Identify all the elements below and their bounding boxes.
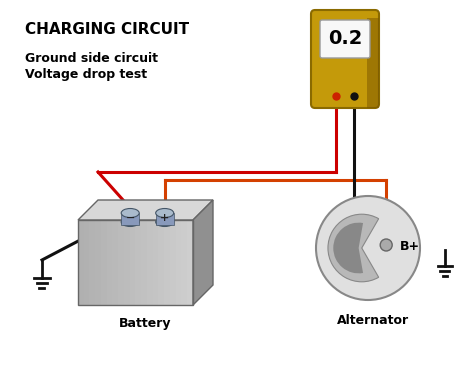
Text: 0.2: 0.2 [328,30,362,49]
Bar [158,220,165,305]
FancyBboxPatch shape [311,10,379,108]
Polygon shape [193,200,213,305]
Bar [124,220,130,305]
Bar [155,213,173,225]
Text: CHARGING CIRCUIT: CHARGING CIRCUIT [25,22,189,37]
Bar [90,220,96,305]
Bar [84,220,90,305]
Bar [112,220,119,305]
Bar [101,220,107,305]
Bar [164,220,171,305]
Bar [182,220,188,305]
Wedge shape [333,223,363,273]
Bar [153,220,159,305]
Bar [187,220,193,305]
Text: +: + [160,213,169,223]
Circle shape [380,239,392,251]
Bar [130,220,136,305]
Bar [136,220,142,305]
Ellipse shape [155,217,173,227]
Circle shape [316,196,420,300]
Polygon shape [367,18,379,108]
Bar [141,220,147,305]
Text: −: − [126,213,135,223]
Text: Ground side circuit: Ground side circuit [25,52,158,65]
Ellipse shape [121,217,139,227]
Text: Battery: Battery [119,317,172,330]
Bar [118,220,125,305]
Ellipse shape [155,209,173,217]
Text: B+: B+ [400,240,420,254]
Bar [78,220,84,305]
Bar [95,220,101,305]
Bar [107,220,113,305]
Bar [170,220,176,305]
FancyBboxPatch shape [320,20,370,58]
Bar [176,220,182,305]
Bar [121,213,139,225]
Text: Voltage drop test: Voltage drop test [25,68,147,81]
Ellipse shape [121,209,139,217]
Bar [147,220,153,305]
Text: Alternator: Alternator [337,314,409,327]
Wedge shape [328,214,379,282]
Polygon shape [78,200,213,220]
